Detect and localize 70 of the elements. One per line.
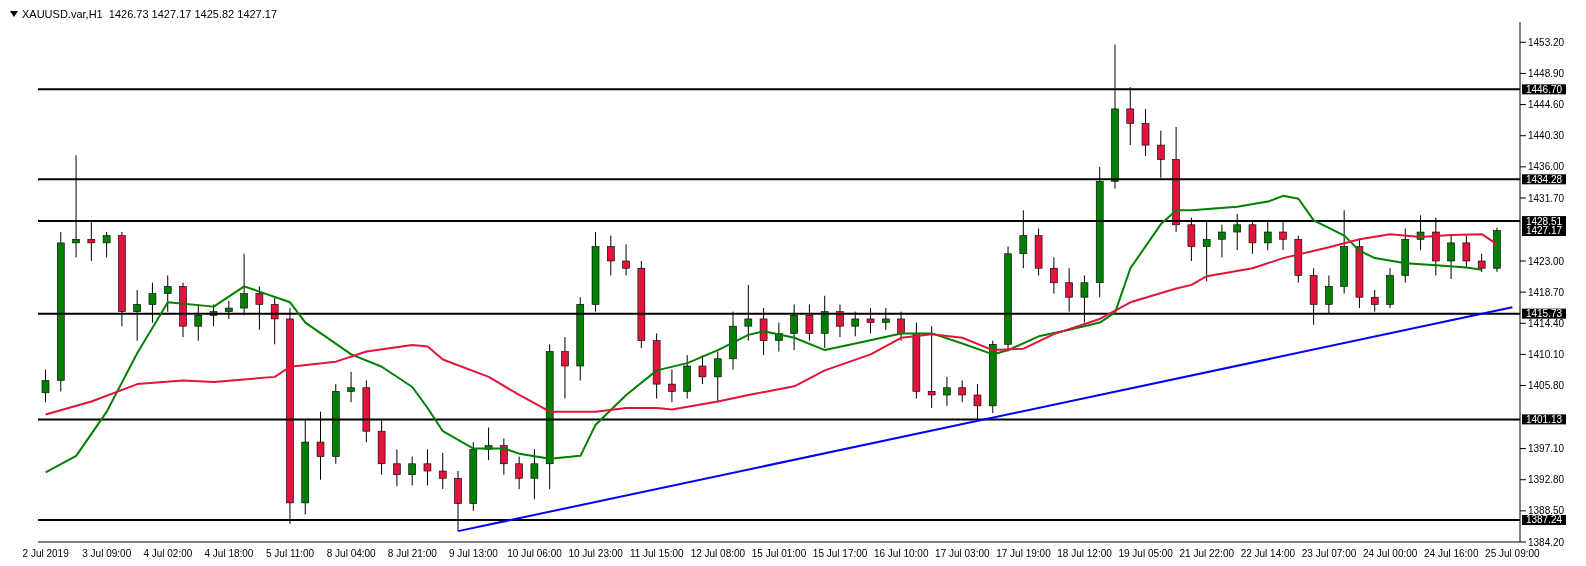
candlestick <box>607 235 615 276</box>
x-tick-label: 5 Jul 11:00 <box>266 548 315 560</box>
candlestick <box>102 231 111 258</box>
candlestick <box>943 376 951 407</box>
x-tick-label: 24 Jul 16:00 <box>1424 548 1479 560</box>
candlestick <box>698 354 707 385</box>
y-tick-label: 1453.20 <box>1528 36 1565 48</box>
x-tick-label: 11 Jul 15:00 <box>629 548 685 560</box>
ref-line-label: 1387.24 <box>1525 514 1563 526</box>
x-tick-label: 3 Jul 09:00 <box>82 548 132 560</box>
candlestick <box>668 369 676 403</box>
ref-line-label: 1446.70 <box>1525 83 1563 95</box>
y-tick-label: 1418.70 <box>1528 286 1565 298</box>
ref-line-label: 1401.13 <box>1525 413 1563 425</box>
candlestick <box>408 456 416 487</box>
x-tick-label: 17 Jul 03:00 <box>935 548 991 560</box>
x-tick-label: 15 Jul 17:00 <box>812 548 868 560</box>
ref-line-label: 1428.51 <box>1525 215 1563 227</box>
y-tick-label: 1423.00 <box>1528 255 1565 267</box>
x-tick-label: 24 Jul 00:00 <box>1362 548 1418 560</box>
candlestick <box>41 369 50 403</box>
x-tick-label: 9 Jul 13:00 <box>448 548 499 560</box>
y-tick-label: 1431.70 <box>1528 192 1565 204</box>
text: 1427.17 <box>1522 224 1566 236</box>
x-tick-label: 18 Jul 12:00 <box>1057 548 1113 560</box>
x-tick-label: 15 Jul 01:00 <box>751 548 807 560</box>
candlestick <box>347 371 355 403</box>
candlestick <box>1141 108 1150 157</box>
x-tick-label: 4 Jul 18:00 <box>204 548 254 560</box>
ref-line-label: 1434.28 <box>1525 173 1563 185</box>
y-tick-label: 1384.20 <box>1528 536 1565 548</box>
candlestick <box>393 448 401 487</box>
y-tick-label: 1448.90 <box>1528 67 1565 79</box>
x-tick-label: 8 Jul 04:00 <box>326 548 377 560</box>
x-tick-label: 10 Jul 06:00 <box>507 548 563 560</box>
x-tick-label: 2 Jul 2019 <box>22 548 70 560</box>
y-tick-label: 1410.10 <box>1528 348 1565 360</box>
candlestick <box>423 448 432 487</box>
y-tick-label: 1392.80 <box>1528 474 1565 486</box>
candlestick <box>438 452 447 490</box>
x-tick-label: 10 Jul 23:00 <box>568 548 624 560</box>
candlestick <box>561 336 569 400</box>
candlestick <box>927 325 936 409</box>
x-tick-label: 4 Jul 02:00 <box>143 548 193 560</box>
x-tick-label: 16 Jul 10:00 <box>873 548 929 560</box>
x-tick-label: 12 Jul 08:00 <box>690 548 746 560</box>
x-tick-label: 8 Jul 21:00 <box>387 548 438 560</box>
candlestick <box>958 380 966 403</box>
y-tick-label: 1414.40 <box>1528 317 1565 329</box>
candlestick <box>1447 235 1455 280</box>
y-tick-label: 1397.10 <box>1528 443 1565 455</box>
y-tick-label: 1405.80 <box>1528 380 1565 392</box>
y-tick-label: 1440.30 <box>1528 130 1565 142</box>
candlestick <box>713 351 722 403</box>
ref-line-label: 1415.73 <box>1525 308 1563 320</box>
candlestick <box>622 243 630 276</box>
y-tick-label: 1436.00 <box>1528 161 1565 173</box>
candlestick <box>1218 224 1226 258</box>
candlestick <box>1050 256 1058 295</box>
x-tick-label: 22 Jul 14:00 <box>1240 548 1296 560</box>
x-tick-label: 25 Jul 09:00 <box>1485 548 1541 560</box>
candlestick <box>515 456 523 490</box>
x-tick-label: 17 Jul 19:00 <box>996 548 1052 560</box>
x-tick-label: 23 Jul 07:00 <box>1301 548 1357 560</box>
y-tick-label: 1444.60 <box>1528 99 1565 111</box>
x-tick-label: 19 Jul 05:00 <box>1118 548 1174 560</box>
y-tick-label: 1388.50 <box>1528 505 1565 517</box>
candlestick <box>1477 253 1486 273</box>
chart-title: XAUUSD.var,H1 1426.73 1427.17 1425.82 1427.17 <box>22 8 278 20</box>
x-tick-label: 21 Jul 22:00 <box>1179 548 1235 560</box>
